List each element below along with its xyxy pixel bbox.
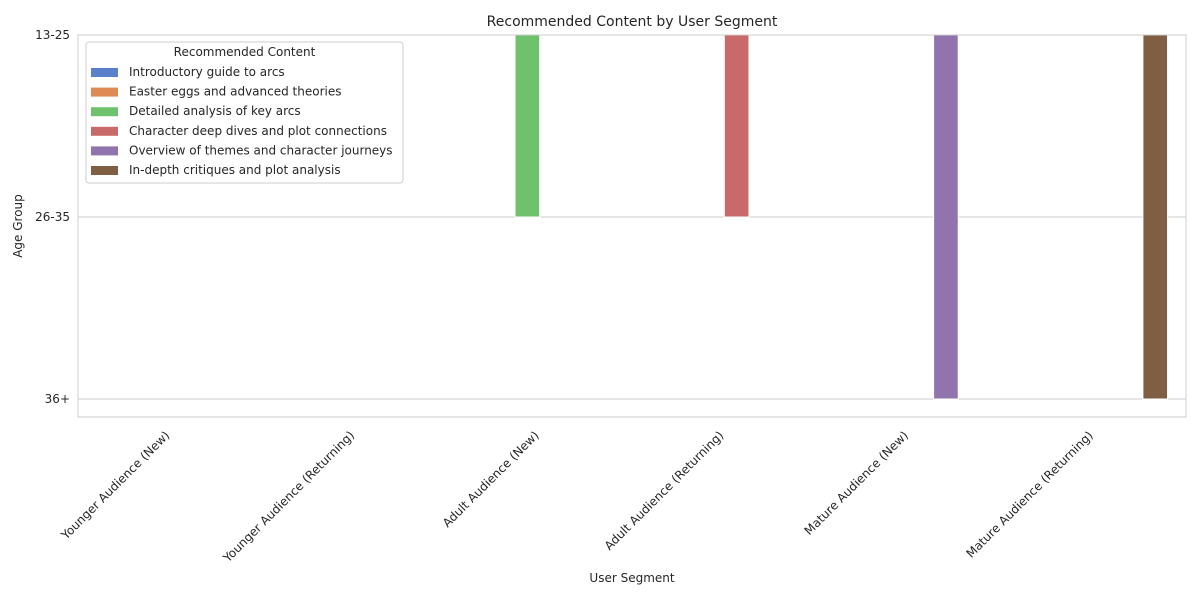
y-tick-label: 36+ — [45, 392, 70, 406]
legend-swatch — [91, 107, 118, 117]
legend-swatch — [91, 166, 118, 175]
legend-items: Introductory guide to arcs Easter eggs an… — [91, 65, 393, 177]
bar — [933, 34, 959, 400]
legend-box — [85, 41, 404, 184]
legend-swatch — [91, 126, 118, 136]
legend-swatch — [91, 146, 118, 156]
y-tick-label: 13-25 — [35, 28, 70, 42]
legend-swatch — [91, 87, 118, 97]
legend-label: Character deep dives and plot connection… — [129, 124, 387, 138]
legend-label: In-depth critiques and plot analysis — [129, 163, 341, 177]
bar — [514, 34, 541, 218]
bar — [723, 34, 750, 218]
bar — [1142, 34, 1169, 400]
plot-frame — [77, 34, 1187, 418]
legend: Recommended Content Introductory guide t… — [85, 41, 404, 184]
y-tick-labels: 13-25 26-35 36+ — [35, 28, 70, 406]
legend-label: Introductory guide to arcs — [129, 65, 285, 79]
legend-swatch — [91, 68, 118, 77]
legend-title: Recommended Content — [174, 45, 316, 59]
legend-label: Easter eggs and advanced theories — [129, 85, 341, 99]
legend-label: Overview of themes and character journey… — [129, 143, 393, 157]
chart-title: Recommended Content by User Segment — [487, 14, 778, 30]
y-tick-label: 26-35 — [35, 210, 70, 224]
y-axis-label: Age Group — [11, 194, 25, 258]
legend-label: Detailed analysis of key arcs — [129, 104, 301, 118]
x-axis-label: User Segment — [589, 571, 674, 585]
